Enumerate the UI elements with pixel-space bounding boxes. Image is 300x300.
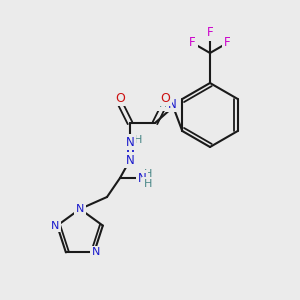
Text: N: N [138,172,146,184]
Text: N: N [126,154,134,166]
Text: N: N [51,220,59,231]
Text: N: N [168,98,176,110]
Text: H: H [144,179,152,189]
Text: H: H [144,169,152,179]
Text: N: N [92,248,100,257]
Text: O: O [115,92,125,104]
Text: N: N [76,204,84,214]
Text: H: H [159,99,167,109]
Text: O: O [160,92,170,104]
Text: F: F [189,37,196,50]
Text: H: H [134,135,142,145]
Text: F: F [224,37,231,50]
Text: F: F [207,26,213,40]
Text: N: N [126,136,134,148]
